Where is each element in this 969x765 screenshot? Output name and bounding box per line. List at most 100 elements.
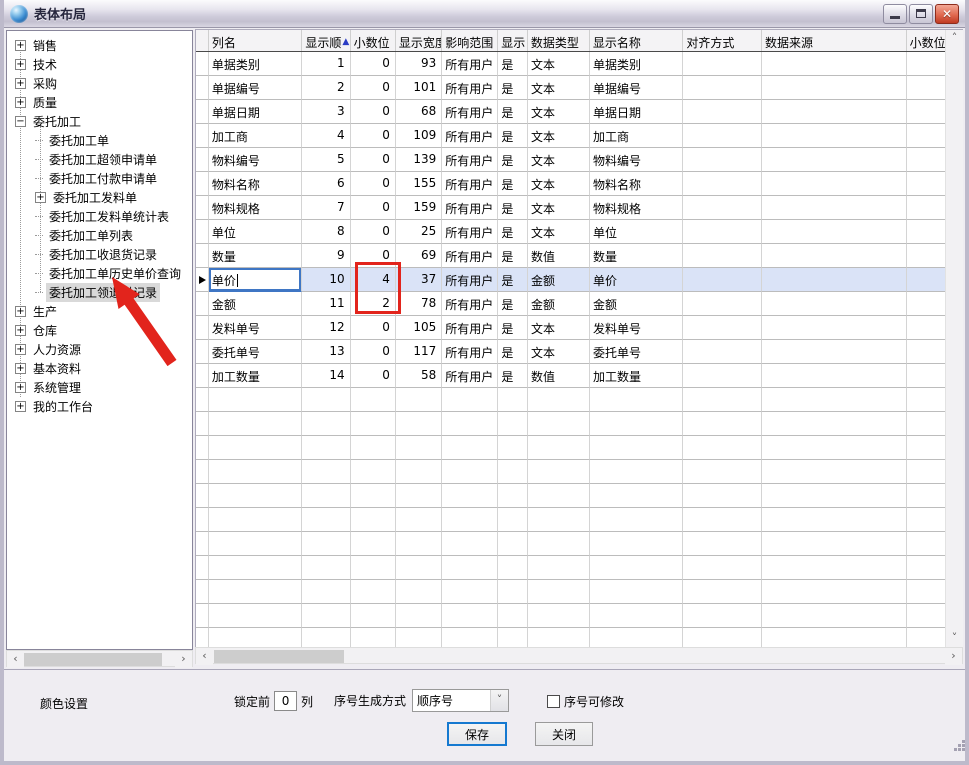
grid-cell[interactable] — [906, 76, 946, 100]
grid-cell[interactable] — [683, 76, 763, 100]
grid-cell[interactable] — [762, 268, 907, 292]
grid-cell[interactable] — [683, 388, 763, 412]
grid-cell[interactable]: 是 — [498, 52, 528, 76]
tree-item[interactable]: 委托加工付款申请单 — [7, 169, 192, 188]
grid-cell[interactable] — [906, 388, 946, 412]
grid-cell[interactable]: 2 — [350, 292, 396, 316]
tree-item[interactable]: 委托加工发料单统计表 — [7, 207, 192, 226]
grid-cell[interactable] — [395, 532, 443, 556]
grid-cell[interactable] — [683, 244, 763, 268]
grid-cell[interactable] — [442, 436, 499, 460]
grid-cell[interactable]: 所有用户 — [442, 268, 499, 292]
grid-cell[interactable]: 0 — [350, 196, 396, 220]
grid-cell[interactable]: 所有用户 — [442, 172, 499, 196]
grid-cell[interactable] — [683, 556, 763, 580]
grid-header-cell[interactable]: 小数位 — [351, 30, 396, 51]
grid-cell[interactable]: 58 — [395, 364, 443, 388]
grid-cell[interactable] — [683, 316, 763, 340]
tree-item[interactable]: + 生产 — [7, 302, 192, 321]
grid-cell[interactable] — [589, 388, 684, 412]
grid-cell[interactable]: 所有用户 — [442, 340, 499, 364]
grid-cell[interactable]: 0 — [350, 52, 396, 76]
grid-cell[interactable] — [302, 412, 351, 436]
tree-item[interactable]: 委托加工收退货记录 — [7, 245, 192, 264]
grid-cell[interactable]: 物料名称 — [589, 172, 684, 196]
grid-cell[interactable] — [762, 532, 907, 556]
grid-cell[interactable] — [350, 604, 396, 628]
grid-cell[interactable]: 109 — [395, 124, 443, 148]
grid-cell[interactable] — [589, 532, 684, 556]
grid-cell[interactable]: 委托单号 — [208, 340, 303, 364]
grid-cell[interactable]: 文本 — [527, 100, 590, 124]
grid-cell[interactable]: 93 — [395, 52, 443, 76]
grid-cell[interactable] — [527, 484, 590, 508]
grid-cell[interactable] — [498, 556, 528, 580]
grid-cell[interactable]: 单据日期 — [208, 100, 303, 124]
grid-cell[interactable] — [527, 532, 590, 556]
table-row[interactable]: 加工商 4 0 109 所有用户是文本 加工商 — [196, 124, 946, 148]
grid-cell[interactable] — [442, 412, 499, 436]
grid-cell[interactable] — [906, 508, 946, 532]
table-row[interactable]: 物料编号 5 0 139 所有用户是文本 物料编号 — [196, 148, 946, 172]
grid-cell[interactable] — [762, 100, 907, 124]
table-row-empty[interactable] — [196, 628, 946, 647]
grid-cell[interactable]: 13 — [302, 340, 351, 364]
minimize-button[interactable] — [883, 3, 907, 24]
grid-cell[interactable]: 单据编号 — [589, 76, 684, 100]
grid-cell[interactable] — [302, 604, 351, 628]
tree-item[interactable]: + 销售 — [7, 36, 192, 55]
grid-cell[interactable]: 是 — [498, 172, 528, 196]
grid-cell[interactable]: 文本 — [527, 220, 590, 244]
scroll-up-icon[interactable]: ˄ — [946, 30, 963, 47]
grid-cell[interactable] — [683, 220, 763, 244]
grid-header-cell[interactable]: 显示顺 ▲ — [302, 30, 351, 51]
grid-cell[interactable]: 所有用户 — [442, 244, 499, 268]
grid-cell[interactable]: 0 — [350, 316, 396, 340]
grid-cell[interactable] — [302, 388, 351, 412]
grid-cell[interactable]: 文本 — [527, 148, 590, 172]
grid-cell[interactable] — [762, 52, 907, 76]
table-row[interactable]: 单据日期 3 0 68 所有用户是文本 单据日期 — [196, 100, 946, 124]
grid-cell[interactable]: 68 — [395, 100, 443, 124]
grid-cell[interactable]: 0 — [350, 172, 396, 196]
table-row[interactable]: 单价 10 4 37 所有用户是金额 单价 — [196, 268, 946, 292]
grid-cell[interactable] — [762, 220, 907, 244]
grid-cell[interactable] — [350, 508, 396, 532]
grid-cell[interactable] — [906, 580, 946, 604]
grid-cell[interactable] — [350, 532, 396, 556]
resize-grip[interactable] — [958, 744, 961, 747]
table-row[interactable]: 物料规格 7 0 159 所有用户是文本 物料规格 — [196, 196, 946, 220]
grid-cell[interactable] — [683, 100, 763, 124]
grid-cell[interactable]: 数量 — [589, 244, 684, 268]
grid-cell[interactable]: 单位 — [208, 220, 303, 244]
grid-cell[interactable]: 0 — [350, 220, 396, 244]
grid-cell[interactable] — [395, 556, 443, 580]
grid-cell[interactable]: 所有用户 — [442, 124, 499, 148]
grid-cell[interactable]: 加工商 — [589, 124, 684, 148]
grid-cell[interactable] — [683, 436, 763, 460]
tree-item[interactable]: 委托加工单 — [7, 131, 192, 150]
grid-cell[interactable] — [906, 220, 946, 244]
grid-header-cell[interactable]: 列名 — [209, 30, 303, 51]
tree-expand-icon[interactable]: + — [15, 59, 26, 70]
grid-cell[interactable]: 78 — [395, 292, 443, 316]
grid-cell[interactable] — [762, 148, 907, 172]
grid-cell[interactable]: 文本 — [527, 52, 590, 76]
grid-cell[interactable] — [589, 460, 684, 484]
grid-header-cell[interactable]: 显示名称 — [590, 30, 684, 51]
grid-cell[interactable] — [442, 628, 499, 647]
grid-cell[interactable] — [906, 364, 946, 388]
grid-cell[interactable]: 金额 — [527, 292, 590, 316]
sequence-method-select[interactable]: 顺序号 ˅ — [412, 689, 510, 712]
table-row-empty[interactable] — [196, 484, 946, 508]
grid-cell[interactable]: 单据类别 — [208, 52, 303, 76]
grid-cell[interactable] — [527, 604, 590, 628]
grid-cell[interactable] — [208, 460, 303, 484]
grid-cell[interactable] — [302, 436, 351, 460]
grid-header-cell[interactable]: 小数位 — [907, 30, 946, 51]
grid-cell[interactable] — [208, 388, 303, 412]
table-row-empty[interactable] — [196, 508, 946, 532]
grid-cell[interactable]: 所有用户 — [442, 76, 499, 100]
grid-cell[interactable] — [302, 508, 351, 532]
tree-item[interactable]: + 人力资源 — [7, 340, 192, 359]
